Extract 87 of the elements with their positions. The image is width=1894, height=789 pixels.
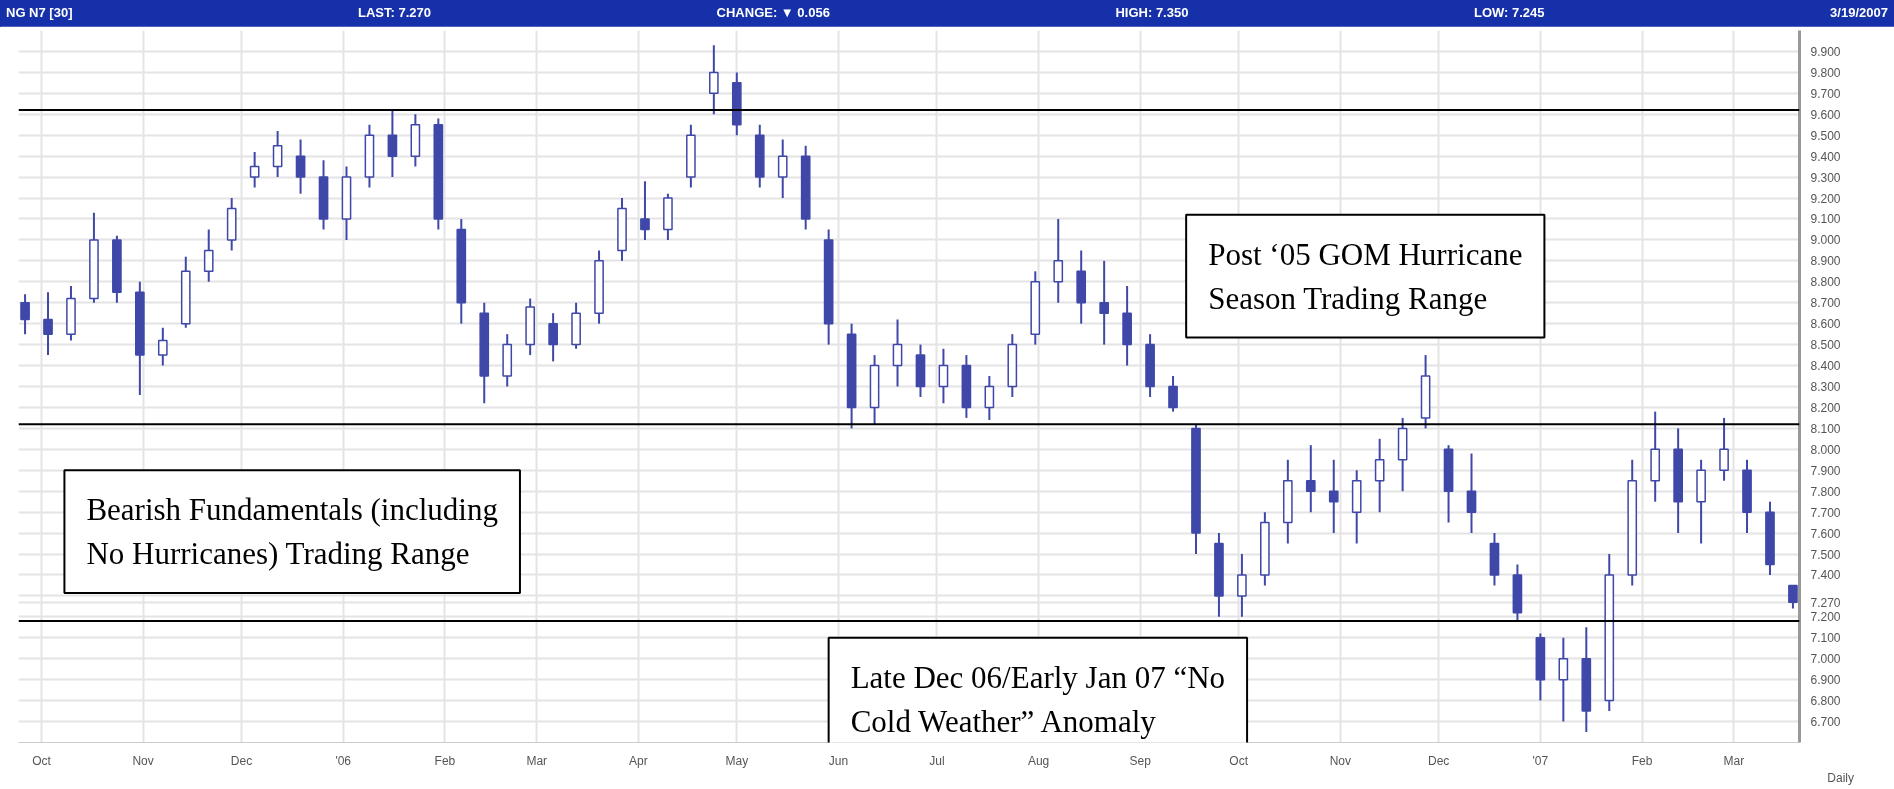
- x-tick-label: May: [725, 753, 749, 768]
- candlestick: [1374, 437, 1385, 514]
- y-tick-label: 8.100: [1810, 421, 1841, 436]
- candlestick: [1168, 375, 1178, 413]
- x-tick-label: '06: [335, 753, 352, 768]
- candlestick: [1466, 452, 1477, 535]
- annotation: Post ‘05 GOM Hurricane Season Trading Range: [1208, 236, 1523, 316]
- y-tick-label: 9.800: [1810, 65, 1841, 80]
- candlestick: [272, 130, 283, 179]
- annotation: Bearish Fundamentals (including No Hurricanes) Trading Range: [86, 492, 498, 572]
- x-tick-label: Jun: [828, 753, 849, 768]
- y-tick-label: 9.700: [1810, 86, 1841, 101]
- y-tick-label: 7.400: [1810, 568, 1841, 583]
- x-tick-label: Feb: [434, 753, 456, 768]
- x-tick-label: Feb: [1631, 753, 1653, 768]
- y-tick-label: 8.400: [1810, 359, 1841, 374]
- candlestick: [938, 347, 949, 405]
- x-tick-label: Apr: [629, 753, 648, 768]
- y-tick-label: 8.000: [1810, 442, 1841, 457]
- text: LOW: 7.245: [1473, 4, 1545, 22]
- y-tick-label: 7.100: [1810, 631, 1841, 646]
- candlestick: [157, 326, 168, 367]
- candlestick: [20, 293, 30, 336]
- y-tick-label: 9.100: [1810, 212, 1841, 227]
- text: 3/19/2007: [1830, 4, 1888, 22]
- candlestick: [43, 291, 53, 357]
- x-tick-label: Jul: [929, 753, 945, 768]
- y-tick-label: 7.700: [1810, 505, 1841, 520]
- y-tick-label: 9.900: [1810, 44, 1841, 59]
- candlestick: [1558, 636, 1569, 723]
- candlestick: [548, 312, 558, 363]
- y-tick-label: 8.900: [1810, 254, 1841, 269]
- x-tick-label: Nov: [1329, 753, 1351, 768]
- y-tick-label: 6.900: [1810, 673, 1841, 688]
- x-tick-label: Nov: [132, 753, 154, 768]
- y-tick-label: 8.200: [1810, 400, 1841, 415]
- candlestick: [203, 228, 214, 283]
- y-tick-label: 8.300: [1810, 380, 1841, 394]
- annotation: Late Dec 06/Early Jan 07 “No Cold Weather” Anomaly: [850, 659, 1226, 739]
- x-tick-label: Oct: [1229, 753, 1249, 768]
- x-tick-label: '07: [1532, 753, 1549, 768]
- x-tick-label: Oct: [32, 753, 52, 768]
- y-tick-label: 7.000: [1810, 652, 1841, 667]
- y-tick-label: 7.270: [1810, 595, 1841, 610]
- text: Daily: [1826, 770, 1855, 787]
- y-tick-label: 9.000: [1810, 233, 1841, 248]
- x-tick-label: Mar: [1723, 753, 1745, 768]
- candlestick: [1099, 259, 1110, 346]
- y-tick-label: 7.500: [1810, 547, 1841, 562]
- y-tick-label: 6.700: [1810, 715, 1841, 730]
- x-tick-label: Mar: [526, 753, 548, 768]
- candlestick: [1237, 553, 1247, 618]
- text: LAST: 7.270: [358, 4, 432, 22]
- candlestick: [708, 44, 719, 116]
- x-tick-label: Sep: [1129, 753, 1152, 768]
- candlestick: [984, 375, 995, 422]
- y-tick-label: 8.600: [1810, 317, 1841, 332]
- candlestick: [777, 138, 788, 200]
- candlestick: [892, 318, 903, 388]
- y-tick-label: 6.800: [1810, 694, 1841, 709]
- x-tick-label: Dec: [1428, 753, 1450, 768]
- y-tick-label: 7.800: [1810, 484, 1841, 499]
- y-tick-label: 9.600: [1810, 107, 1841, 122]
- y-tick-label: 9.500: [1810, 128, 1841, 143]
- y-tick-label: 8.800: [1810, 275, 1841, 290]
- candlestick: [1328, 458, 1339, 535]
- candlestick: [1788, 584, 1798, 610]
- x-tick-label: Dec: [230, 753, 253, 768]
- text: HIGH: 7.350: [1115, 4, 1189, 22]
- y-tick-label: 9.300: [1810, 170, 1841, 185]
- candlestick: [1053, 217, 1064, 304]
- y-tick-label: 7.600: [1810, 526, 1841, 541]
- candlestick: [640, 180, 650, 241]
- candlestick: [1719, 416, 1729, 482]
- x-tick-label: Aug: [1027, 753, 1050, 768]
- y-tick-label: 9.200: [1810, 191, 1841, 206]
- y-tick-label: 7.200: [1810, 610, 1841, 625]
- candlestick: [1305, 444, 1316, 514]
- candlestick: [249, 150, 260, 189]
- text: CHANGE: ▼ 0.056: [716, 4, 830, 22]
- y-tick-label: 9.400: [1810, 149, 1841, 164]
- chart-title: NG N7 [30]: [6, 4, 73, 22]
- y-tick-label: 8.500: [1810, 338, 1841, 353]
- y-tick-label: 7.900: [1810, 463, 1841, 478]
- y-tick-label: 8.700: [1810, 296, 1841, 311]
- candlestick: [295, 138, 306, 195]
- candlestick: [387, 109, 398, 179]
